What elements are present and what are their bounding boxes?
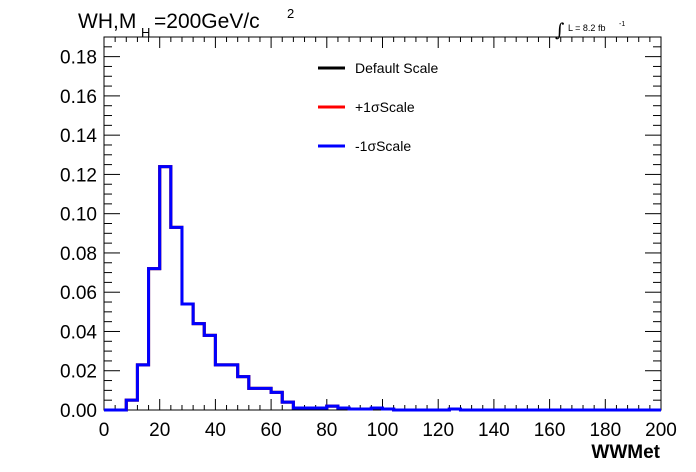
title-superscript: 2 — [287, 6, 294, 21]
y-tick-label: 0.06 — [60, 283, 97, 304]
lumi-text: L = 8.2 fb — [568, 23, 605, 33]
y-tick-label: 0.14 — [60, 126, 97, 147]
x-axis-label: WWMet — [591, 442, 660, 463]
series-line-2 — [104, 165, 661, 412]
x-tick-label: 60 — [261, 420, 282, 441]
x-tick-label: 0 — [99, 420, 110, 441]
title-subscript: H — [141, 25, 150, 40]
series-group — [104, 165, 661, 412]
y-tick-label: 0.04 — [60, 322, 97, 343]
plot-frame — [103, 36, 662, 411]
x-tick-label: 40 — [205, 420, 226, 441]
title-main: WH,M — [78, 10, 136, 33]
y-tick-label: 0.10 — [60, 205, 97, 226]
x-tick-label: 120 — [422, 420, 454, 441]
x-tick-label: 80 — [316, 420, 337, 441]
x-tick-label: 140 — [478, 420, 510, 441]
series-line-1 — [104, 165, 661, 412]
title-rest: =200GeV/c — [154, 10, 260, 33]
integral-symbol: ∫ — [555, 20, 565, 41]
lumi-superscript: -1 — [619, 21, 625, 28]
y-tick-label: 0.02 — [60, 362, 97, 383]
legend-label-2: +1σScale — [355, 99, 415, 115]
y-tick-label: 0.08 — [60, 244, 97, 265]
axes: 0 20 40 60 80 100 120 140 160 180 200 0.00 0.02 0.04 0… — [60, 36, 677, 441]
plot-title: WH,M H =200GeV/c 2 — [78, 6, 294, 40]
legend-label-3: -1σScale — [355, 138, 411, 154]
series-line-3 — [104, 165, 661, 412]
x-tick-label: 100 — [367, 420, 399, 441]
x-tick-label: 160 — [534, 420, 566, 441]
luminosity-label: ∫ L = 8.2 fb -1 — [555, 20, 625, 41]
legend-label-1: Default Scale — [355, 60, 438, 76]
y-tick-label: 0.00 — [60, 401, 97, 422]
y-tick-label: 0.12 — [60, 165, 97, 186]
y-tick-label: 0.18 — [60, 48, 97, 69]
x-tick-label: 200 — [645, 420, 677, 441]
y-tick-label: 0.16 — [60, 87, 97, 108]
x-tick-label: 180 — [589, 420, 621, 441]
legend: Default Scale +1σScale -1σScale — [318, 60, 438, 154]
x-tick-label: 20 — [149, 420, 170, 441]
